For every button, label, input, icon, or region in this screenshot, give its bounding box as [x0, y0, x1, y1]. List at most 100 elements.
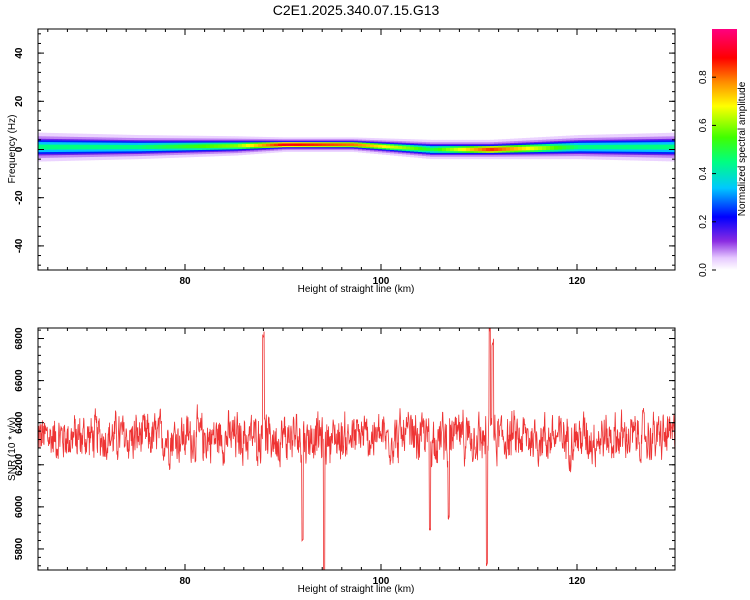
- snr-x-ticks: 80 100 120: [47, 328, 676, 587]
- spectrogram-cell: [406, 146, 411, 150]
- spectrogram-cell: [234, 144, 239, 148]
- spectrogram-cell: [574, 145, 579, 150]
- spectrogram-cell: [258, 143, 263, 147]
- spectrogram-x-ticks: 80 100 120: [47, 29, 676, 287]
- spectrogram-cell: [270, 143, 275, 147]
- spectrogram-cell: [434, 147, 439, 152]
- colorbar-gradient: [712, 29, 737, 270]
- spectrogram-x-tick-label: 100: [373, 276, 390, 287]
- spectrogram-x-tick-label: 120: [569, 276, 586, 287]
- spectrogram-cell: [286, 143, 291, 146]
- spectrogram-cell: [266, 143, 271, 147]
- spectrogram-cell: [486, 147, 491, 152]
- spectrogram-cell: [430, 147, 435, 152]
- spectrogram-x-tick-label: 80: [179, 276, 191, 287]
- spectrogram-cell: [342, 143, 347, 146]
- spectrogram-cell: [558, 145, 563, 150]
- spectrogram-x-label: Height of straight line (km): [298, 284, 415, 295]
- spectrogram-cell: [174, 144, 179, 149]
- spectrogram-cell: [58, 144, 63, 150]
- spectrogram-cell: [138, 144, 143, 150]
- spectrogram-cell: [374, 144, 379, 148]
- colorbar-tick-label: 0.8: [698, 70, 709, 84]
- spectrogram-cell: [262, 143, 267, 147]
- spectrogram-cell: [214, 144, 219, 148]
- spectrogram-cell: [246, 144, 251, 148]
- spectrogram-cell: [458, 147, 463, 152]
- spectrogram-cell: [462, 147, 467, 152]
- spectrogram-cell: [314, 143, 319, 146]
- spectrogram-cell: [446, 147, 451, 152]
- spectrogram-cell: [170, 144, 175, 149]
- spectrogram-cell: [294, 143, 299, 146]
- spectrogram-cell: [54, 144, 59, 150]
- spectrogram-cell: [622, 144, 627, 150]
- colorbar-tick-label: 0.6: [698, 118, 709, 132]
- spectrogram-cell: [570, 145, 575, 150]
- chart-title: C2E1.2025.340.07.15.G13: [273, 2, 440, 18]
- spectrogram-cell: [166, 144, 171, 149]
- spectrogram-cell: [442, 147, 447, 152]
- spectrogram-cell: [590, 144, 595, 150]
- spectrogram-cell: [534, 146, 539, 151]
- spectrogram-cell: [362, 143, 367, 147]
- spectrogram-cell: [42, 144, 47, 150]
- spectrogram-cell: [634, 144, 639, 150]
- spectrogram-cell: [402, 146, 407, 150]
- spectrogram-cell: [546, 145, 551, 150]
- spectrogram-cell: [210, 144, 215, 148]
- snr-y-label: SNR (10 * v/v): [7, 417, 18, 481]
- spectrogram-cell: [142, 144, 147, 150]
- spectrogram-cell: [318, 143, 323, 146]
- spectrogram-cell: [578, 144, 583, 150]
- spectrogram-cell: [626, 144, 631, 150]
- spectrogram-cell: [254, 143, 259, 147]
- spectrogram-panel: 80 100 120 -40 -20 0 20 40 Height of straight …: [7, 28, 676, 295]
- spectrogram-cell: [518, 146, 523, 151]
- spectrogram-cell: [630, 144, 635, 150]
- snr-x-tick-label: 120: [569, 576, 586, 587]
- spectrogram-cell: [466, 147, 471, 152]
- spectrogram-band: [38, 132, 675, 162]
- spectrogram-cell: [438, 147, 443, 152]
- spectrogram-cell: [666, 144, 671, 150]
- spectrogram-cell: [154, 144, 159, 149]
- spectrogram-cell: [290, 143, 295, 146]
- spectrogram-cell: [158, 144, 163, 149]
- spectrogram-cell: [98, 144, 103, 150]
- colorbar: 0.0 0.2 0.4 0.6 0.8 Normalized spectral ampl…: [698, 29, 748, 277]
- spectrogram-cell: [382, 145, 387, 148]
- spectrogram-cell: [182, 144, 187, 149]
- spectrogram-cell: [358, 143, 363, 147]
- spectrogram-cell: [414, 146, 419, 151]
- spectrogram-cell: [410, 146, 415, 150]
- spectrogram-cell: [418, 147, 423, 151]
- colorbar-ticks: 0.0 0.2 0.4 0.6 0.8: [698, 70, 716, 277]
- spectrogram-cell: [510, 147, 515, 151]
- spectrogram-cell: [198, 144, 203, 149]
- spectrogram-cell: [454, 147, 459, 152]
- spectrogram-cell: [586, 144, 591, 150]
- spectrogram-cell: [50, 144, 55, 150]
- spectrogram-cell: [194, 144, 199, 149]
- snr-y-tick-label: 6600: [14, 369, 25, 392]
- snr-x-label: Height of straight line (km): [298, 584, 415, 595]
- spectrogram-cell: [102, 144, 107, 150]
- spectrogram-cell: [126, 144, 131, 150]
- spectrogram-cell: [394, 145, 399, 149]
- spectrogram-cell: [278, 143, 283, 147]
- spectrogram-cell: [562, 145, 567, 150]
- snr-y-ticks: 5800 6000 6200 6400 6600 6800: [14, 327, 675, 567]
- spectrogram-cell: [322, 143, 327, 146]
- spectrogram-cell: [190, 144, 195, 149]
- spectrogram-cell: [146, 144, 151, 150]
- spectrogram-cell: [378, 144, 383, 148]
- spectrogram-cell: [450, 147, 455, 152]
- spectrogram-cell: [502, 147, 507, 151]
- spectrogram-cell: [350, 143, 355, 146]
- spectrogram-cell: [38, 144, 43, 150]
- spectrogram-cell: [594, 144, 599, 150]
- snr-frame: [37, 327, 676, 571]
- spectrogram-y-tick-label: 20: [14, 95, 25, 107]
- spectrogram-y-tick-label: -20: [14, 190, 25, 205]
